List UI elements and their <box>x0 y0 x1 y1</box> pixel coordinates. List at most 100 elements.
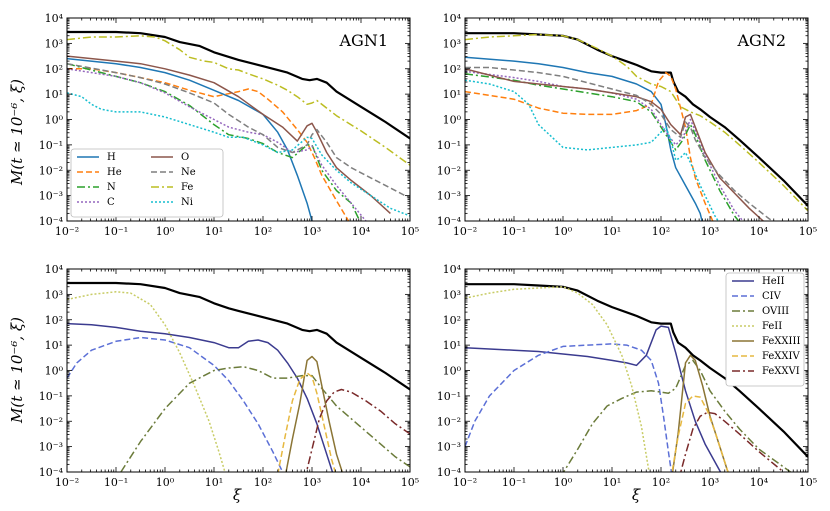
x-tick-label: 10² <box>652 225 670 238</box>
series-line-ni <box>465 79 720 221</box>
ticks <box>66 17 411 222</box>
y-tick-label: 10³ <box>45 288 63 301</box>
y-tick-label: 10⁻³ <box>39 441 63 454</box>
y-tick-label: 10⁰ <box>443 365 462 378</box>
x-tick-label: 10⁻² <box>453 225 477 238</box>
series-line-fexxiv <box>277 372 337 472</box>
series-line-c <box>67 68 367 221</box>
y-tick-label: 10¹ <box>443 88 461 101</box>
legend-label-civ: CIV <box>762 291 782 302</box>
y-tick-label: 10⁰ <box>45 365 64 378</box>
series-group <box>67 30 410 221</box>
y-tick-label: 10⁻¹ <box>437 390 461 403</box>
legend-label-fexxiv: FeXXIV <box>762 351 800 362</box>
x-tick-label: 10⁻² <box>55 225 79 238</box>
series-line-c <box>465 70 744 221</box>
y-tick-label: 10⁻² <box>437 164 461 177</box>
series-line-feii <box>465 286 650 472</box>
series-line-h <box>465 56 703 221</box>
series-line-fe <box>465 33 808 212</box>
panel-tr: 10⁻² 10⁻¹ 10⁰ 10¹ 10² 10³ 10⁴ 10⁵ 10⁻⁴ 10⁻³ 10⁻² 10… <box>437 12 817 238</box>
x-tick-label: 10⁵ <box>401 476 419 489</box>
series-line-oviii <box>120 365 410 472</box>
y-tick-label: 10⁻² <box>437 415 461 428</box>
y-tick-label: 10⁴ <box>443 263 462 276</box>
y-tick-label: 10⁴ <box>45 12 64 25</box>
series-line-ne <box>465 66 775 221</box>
panel-br: 10⁻² 10⁻¹ 10⁰ 10¹ 10² 10³ 10⁴ 10⁵ 10⁻⁴ 10⁻³ 10⁻² 10… <box>437 263 817 489</box>
y-tick-label: 10² <box>443 63 461 76</box>
y-tick-label: 10⁻⁴ <box>39 215 64 228</box>
y-tick-label: 10⁰ <box>45 114 64 127</box>
y-axis-label-top: M(t ≃ 10⁻⁶, ξ) <box>8 79 26 186</box>
y-tick-label: 10¹ <box>45 339 63 352</box>
series-line-total <box>67 30 410 140</box>
x-tick-label: 10⁵ <box>799 225 817 238</box>
series-line-fe <box>67 35 410 166</box>
y-tick-label: 10⁰ <box>443 114 462 127</box>
series-line-heii <box>67 322 334 472</box>
x-tick-label: 10¹ <box>205 225 223 238</box>
y-tick-label: 10⁻¹ <box>437 139 461 152</box>
y-tick-label: 10¹ <box>443 339 461 352</box>
series-line-n <box>67 62 361 221</box>
x-tick-label: 10³ <box>701 225 719 238</box>
legend: HeII CIV OVIII FeII FeXXIII FeXXIV FeXXVI <box>725 272 805 387</box>
x-tick-label: 10⁴ <box>352 225 371 238</box>
x-tick-label: 10² <box>652 476 670 489</box>
legend-label-h: H <box>107 152 116 163</box>
panel-tl: 10⁻² 10⁻¹ 10⁰ 10¹ 10² 10³ 10⁴ 10⁵ 10⁻⁴ 10⁻³ 10⁻² 10… <box>39 12 419 238</box>
panel-title: AGN2 <box>736 31 786 50</box>
y-tick-label: 10⁻⁴ <box>39 466 64 479</box>
y-tick-label: 10⁻¹ <box>39 390 63 403</box>
series-group <box>465 32 808 221</box>
x-tick-label: 10⁰ <box>554 476 573 489</box>
series-line-o <box>465 68 765 221</box>
x-axis-label-left: ξ <box>233 486 242 504</box>
series-line-he <box>67 68 350 221</box>
legend-label-fe: Fe <box>181 182 193 193</box>
legend-label-ni: Ni <box>181 197 193 208</box>
series-line-heii <box>465 325 722 472</box>
legend-label-c: C <box>107 197 115 208</box>
plot-frame <box>66 268 411 473</box>
x-tick-label: 10¹ <box>603 476 621 489</box>
x-tick-label: 10³ <box>303 225 321 238</box>
legend-label-ne: Ne <box>181 167 196 178</box>
x-tick-label: 10³ <box>303 476 321 489</box>
y-tick-label: 10⁻¹ <box>39 139 63 152</box>
panel-title: AGN1 <box>338 31 388 50</box>
x-tick-label: 10¹ <box>603 225 621 238</box>
x-tick-label: 10⁰ <box>554 225 573 238</box>
panel-bl: 10⁻² 10⁻¹ 10⁰ 10¹ 10² 10³ 10⁴ 10⁵ 10⁻⁴ 10⁻³ 10⁻² 10… <box>39 263 419 489</box>
series-line-feii <box>67 291 226 472</box>
y-tick-label: 10² <box>45 63 63 76</box>
y-tick-label: 10⁻³ <box>437 190 461 203</box>
series-line-fexxvi <box>680 411 785 472</box>
ticks <box>464 268 809 473</box>
y-tick-label: 10² <box>443 314 461 327</box>
legend-label-n: N <box>107 182 116 193</box>
series-line-o <box>67 55 391 214</box>
x-tick-label: 10⁻¹ <box>104 476 128 489</box>
x-tick-label: 10⁻² <box>55 476 79 489</box>
ticks <box>464 17 809 222</box>
legend-label-oviii: OVIII <box>762 306 789 317</box>
x-axis-label-right: ξ <box>632 486 641 504</box>
legend-label-he: He <box>107 167 122 178</box>
x-tick-label: 10⁵ <box>799 476 817 489</box>
x-tick-label: 10⁻¹ <box>502 476 526 489</box>
y-tick-label: 10⁻² <box>39 415 63 428</box>
x-tick-label: 10⁻² <box>453 476 477 489</box>
series-line-fexxvi <box>305 388 410 472</box>
y-tick-label: 10¹ <box>45 88 63 101</box>
series-line-fexxiii <box>671 354 729 472</box>
x-tick-label: 10³ <box>701 476 719 489</box>
series-line-he <box>465 71 714 221</box>
y-tick-label: 10⁻³ <box>437 441 461 454</box>
x-tick-label: 10⁻¹ <box>104 225 128 238</box>
y-tick-label: 10³ <box>443 37 461 50</box>
x-tick-label: 10⁻¹ <box>502 225 526 238</box>
x-tick-label: 10⁰ <box>156 225 175 238</box>
